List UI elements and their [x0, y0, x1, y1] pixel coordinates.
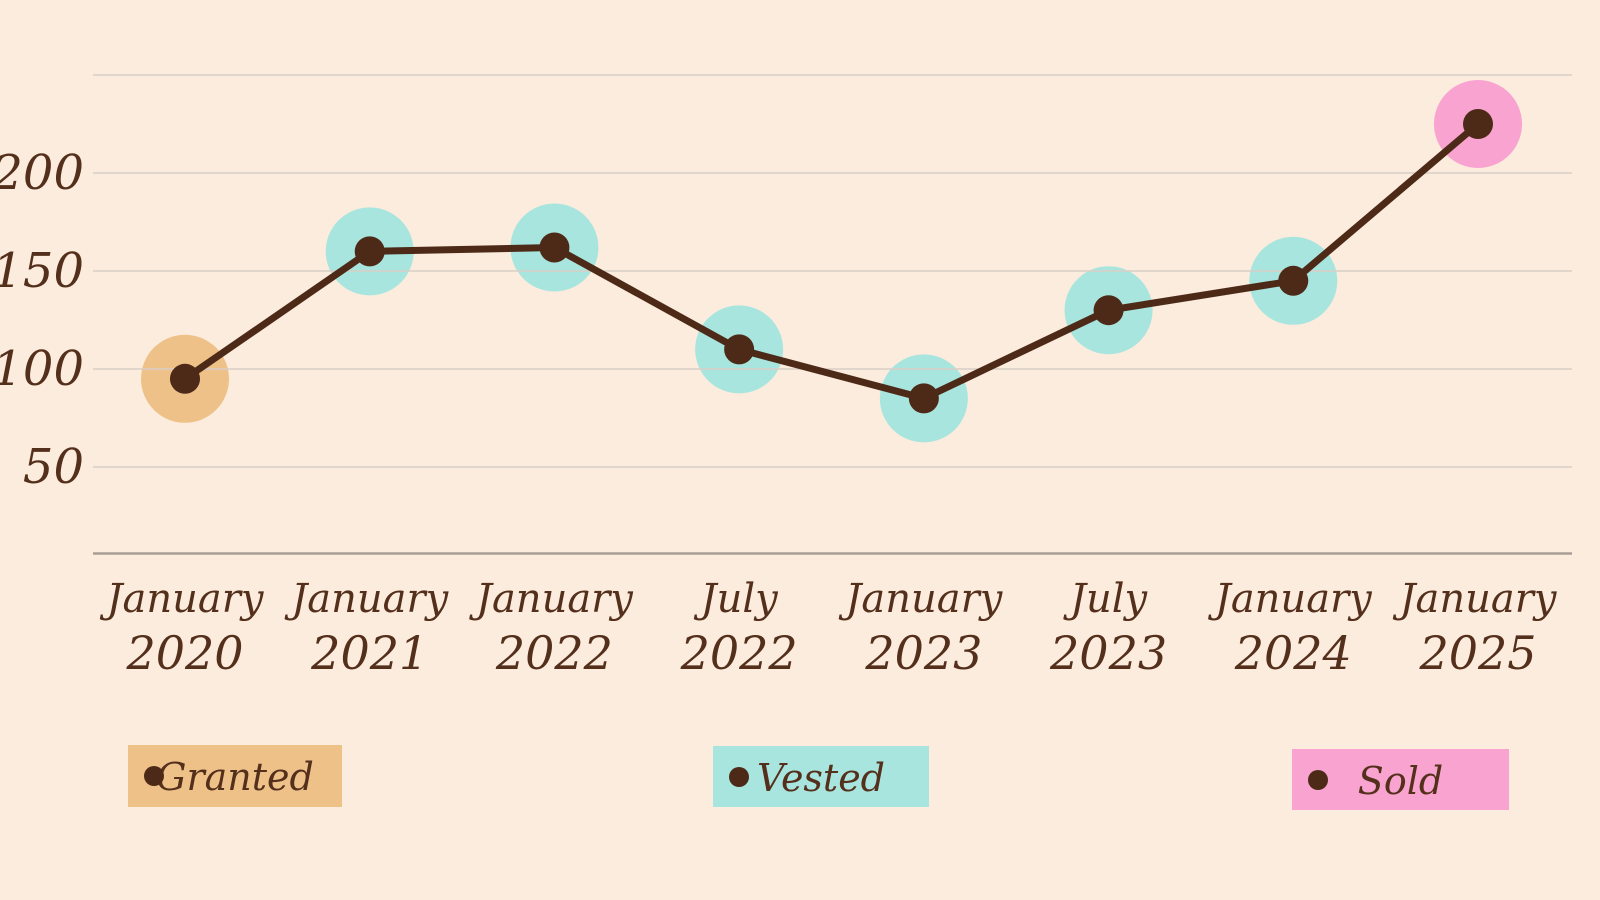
legend-dot-icon — [144, 766, 164, 786]
legend-label-vested: Vested — [756, 755, 886, 800]
x-axis-label-month: January — [100, 576, 265, 622]
x-axis-label-year: 2021 — [310, 626, 428, 680]
y-tick-label: 150 — [0, 243, 84, 299]
y-tick-label: 100 — [0, 341, 84, 397]
data-point-dot — [724, 334, 755, 365]
legend-dot-icon — [729, 766, 749, 787]
x-axis-label-month: January — [838, 576, 1003, 622]
x-axis-label-month: January — [469, 576, 634, 622]
data-point-dot — [170, 363, 200, 394]
legend-label-granted: Granted — [156, 755, 314, 799]
data-point-dot — [539, 232, 570, 263]
data-point-dot — [1093, 295, 1124, 326]
x-axis-label-year: 2023 — [864, 626, 982, 680]
data-point-dot — [908, 383, 939, 414]
x-axis-label-year: 2022 — [680, 626, 798, 680]
legend-item-granted: Granted — [128, 745, 342, 807]
x-axis-label-month: January — [284, 576, 449, 622]
x-axis-label-month: July — [694, 576, 780, 622]
legend-item-sold: Sold — [1292, 749, 1509, 810]
x-axis-label-month: January — [1393, 576, 1558, 622]
data-line — [181, 120, 1482, 402]
data-point-dot — [1278, 265, 1309, 296]
x-axis-label-month: July — [1063, 576, 1149, 622]
legend-item-vested: Vested — [713, 746, 929, 807]
y-tick-label: 200 — [0, 145, 84, 201]
x-axis-label-year: 2020 — [125, 626, 243, 680]
y-tick-label: 50 — [23, 439, 84, 495]
data-point-dot — [354, 236, 385, 267]
data-point-dot — [1463, 109, 1493, 139]
legend-dot-icon — [1308, 769, 1328, 790]
x-axis-label-year: 2022 — [495, 626, 613, 680]
legend-label-sold: Sold — [1357, 758, 1444, 803]
x-axis-label-year: 2025 — [1418, 626, 1536, 680]
x-axis-label-month: January — [1208, 576, 1373, 622]
x-axis-label-year: 2023 — [1049, 626, 1167, 680]
x-axis-label-year: 2024 — [1234, 626, 1352, 680]
